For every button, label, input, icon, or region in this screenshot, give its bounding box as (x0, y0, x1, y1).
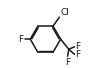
Text: F: F (65, 58, 70, 67)
Text: F: F (18, 35, 23, 44)
Text: F: F (75, 42, 80, 51)
Text: Cl: Cl (61, 8, 69, 17)
Text: F: F (75, 50, 80, 59)
